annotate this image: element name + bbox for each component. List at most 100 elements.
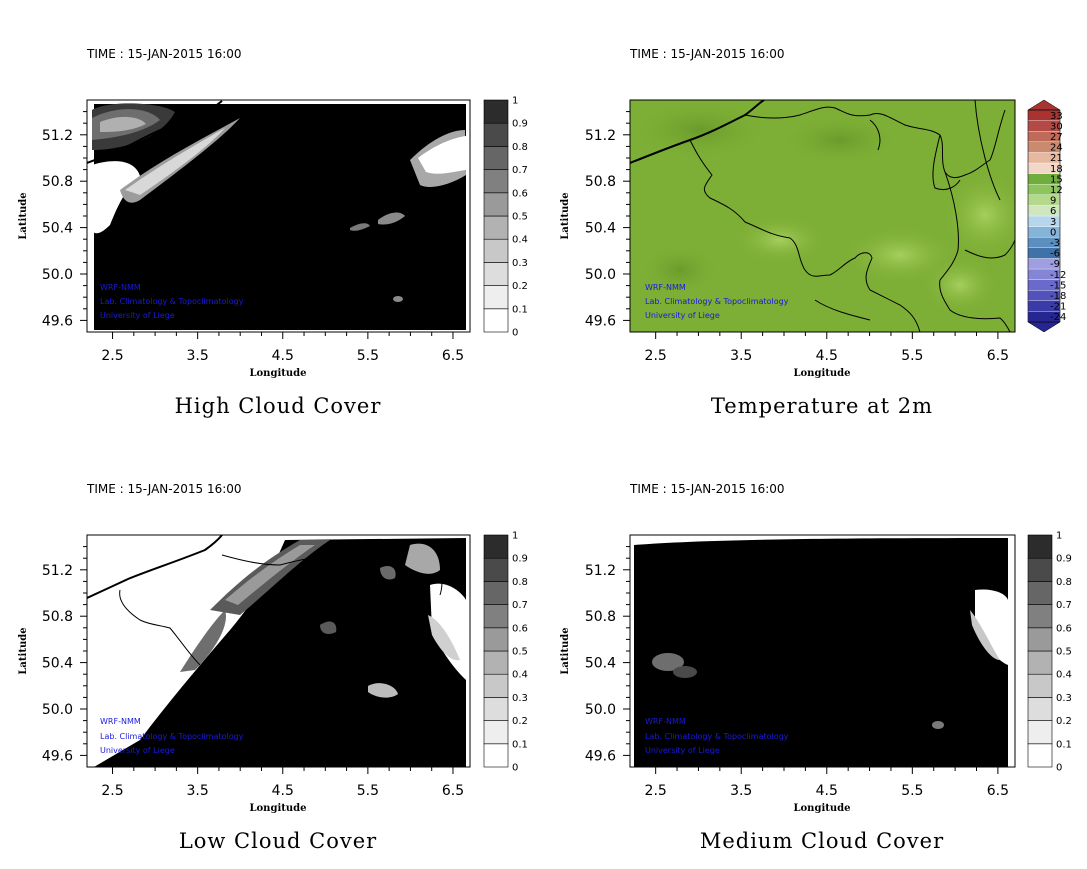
x-tick-label: 5.5	[357, 783, 379, 799]
y-tick-label: 50.4	[42, 221, 73, 237]
y-ticks: 51.2 50.8 50.4 50.0 49.6	[42, 546, 87, 764]
y-tick-label: 49.6	[42, 748, 73, 764]
x-tick-label: 3.5	[730, 783, 752, 799]
x-ticks: 2.5 3.5 4.5 5.5 6.5	[645, 767, 1009, 799]
colorbar-tick-label: 0.4	[1056, 670, 1072, 681]
colorbar-tick-label: 0.3	[512, 258, 528, 269]
colorbar-swatch	[1027, 720, 1053, 745]
colorbar-swatch	[483, 99, 509, 124]
x-ticks: 2.5 3.5 4.5 5.5 6.5	[101, 332, 464, 364]
colorbar-tick-label: 0.3	[1056, 693, 1072, 704]
colorbar-swatch	[1027, 697, 1053, 721]
panel-title: Temperature at 2m	[711, 394, 933, 418]
colorbar-swatch	[1027, 673, 1053, 698]
panel-title: Low Cloud Cover	[179, 829, 377, 853]
colorbar-tick-label: 0.7	[1056, 600, 1072, 611]
y-tick-label: 49.6	[585, 748, 616, 764]
map-field-high	[87, 100, 470, 332]
colorbar-tick-label: 0.6	[1056, 623, 1072, 634]
colorbar-swatch	[483, 238, 509, 263]
y-tick-label: 51.2	[42, 128, 73, 144]
colorbar-tick-label: 0	[512, 328, 518, 339]
x-tick-label: 2.5	[101, 783, 123, 799]
colorbar-swatch	[1027, 627, 1053, 652]
colorbar-swatch	[1027, 581, 1053, 605]
x-axis-title: Longitude	[793, 368, 850, 379]
y-tick-label: 50.8	[585, 609, 616, 625]
credit-lab: Lab. Climatology & Topoclimatology	[100, 732, 244, 741]
colorbar-tick-label: 0	[1056, 763, 1062, 774]
panel-title: High Cloud Cover	[175, 394, 382, 418]
x-tick-label: 2.5	[101, 348, 123, 364]
panel-temperature-2m: TIME : 15-JAN-2015 16:00 2.5 3.5 4.5 5.5 6.5…	[560, 47, 1066, 418]
y-tick-label: 50.8	[42, 174, 73, 190]
colorbar-tick-label: 0.4	[512, 235, 528, 246]
x-tick-label: 5.5	[901, 348, 923, 364]
map-field-low	[87, 535, 470, 767]
colorbar-tick-label: 6	[1050, 206, 1056, 217]
colorbar-tick-label: 0.8	[512, 577, 528, 588]
time-label: TIME : 15-JAN-2015 16:00	[629, 47, 785, 61]
colorbar-tick-label: -24	[1050, 312, 1066, 323]
credit-university: University of Liege	[645, 746, 720, 755]
time-label: TIME : 15-JAN-2015 16:00	[86, 47, 242, 61]
credit-university: University of Liege	[645, 311, 720, 320]
map-field-medium	[630, 535, 1015, 767]
colorbar-swatch	[483, 627, 509, 652]
colorbar-tick-label: 0	[512, 763, 518, 774]
colorbar-swatch	[483, 122, 509, 147]
y-tick-label: 50.4	[42, 656, 73, 672]
colorbar-tick-label: -12	[1050, 270, 1066, 281]
colorbar-tick-label: 18	[1050, 164, 1063, 175]
credit-model: WRF-NMM	[645, 717, 686, 726]
credit-university: University of Liege	[100, 746, 175, 755]
y-ticks: 51.2 50.8 50.4 50.0 49.6	[585, 546, 630, 764]
credit-lab: Lab. Climatology & Topoclimatology	[645, 297, 789, 306]
x-axis-title: Longitude	[249, 368, 306, 379]
colorbar-swatch	[483, 169, 509, 194]
colorbar-tick-label: -18	[1050, 291, 1066, 302]
x-ticks: 2.5 3.5 4.5 5.5 6.5	[101, 767, 464, 799]
colorbar-temperature: 33302724211815129630-3-6-9-12-15-18-21-2…	[1027, 99, 1066, 333]
y-tick-label: 50.4	[585, 221, 616, 237]
time-label: TIME : 15-JAN-2015 16:00	[86, 482, 242, 496]
colorbar-tick-label: 0.6	[512, 623, 528, 634]
colorbar-swatch	[483, 262, 509, 286]
colorbar-tick-label: 0.1	[512, 739, 528, 750]
x-tick-label: 6.5	[442, 348, 464, 364]
colorbar-max-arrow	[1027, 99, 1061, 111]
y-tick-label: 49.6	[42, 313, 73, 329]
colorbar-outline	[1027, 109, 1061, 323]
y-tick-label: 51.2	[585, 563, 616, 579]
colorbar-tick-label: 0.5	[1056, 647, 1072, 658]
colorbar-medium: 1 0.9 0.8 0.7 0.6 0.5 0.4 0.3 0.2 0.1 0	[1027, 531, 1072, 774]
colorbar-tick-label: -15	[1050, 280, 1066, 291]
colorbar-swatch	[1027, 743, 1053, 768]
panel-low-cloud-cover: TIME : 15-JAN-2015 16:00 2.5 3.5 4.5 5.5 6.5…	[18, 482, 528, 853]
colorbar-tick-label: 0.5	[512, 212, 528, 223]
colorbar-tick-label: 1	[512, 531, 518, 542]
colorbar-tick-label: 30	[1050, 121, 1063, 132]
colorbar-tick-label: 0.4	[512, 670, 528, 681]
x-tick-label: 4.5	[272, 783, 294, 799]
colorbar-swatch	[483, 581, 509, 605]
colorbar-swatch	[1027, 557, 1053, 582]
colorbar-tick-label: -21	[1050, 302, 1066, 313]
colorbar-tick-label: 0.1	[1056, 739, 1072, 750]
credit-model: WRF-NMM	[100, 717, 141, 726]
y-tick-label: 51.2	[42, 563, 73, 579]
y-tick-label: 50.0	[585, 267, 616, 283]
colorbar-tick-label: 15	[1050, 174, 1063, 185]
y-tick-label: 50.4	[585, 656, 616, 672]
y-tick-label: 49.6	[585, 313, 616, 329]
colorbar-tick-label: 21	[1050, 153, 1063, 164]
colorbar-tick-label: 0.2	[512, 281, 528, 292]
x-tick-label: 2.5	[645, 783, 667, 799]
y-tick-label: 50.0	[42, 702, 73, 718]
credit-lab: Lab. Climatology & Topoclimatology	[645, 732, 789, 741]
colorbar-tick-label: 0.3	[512, 693, 528, 704]
panel-title: Medium Cloud Cover	[700, 829, 944, 853]
x-axis-title: Longitude	[793, 803, 850, 814]
y-ticks: 51.2 50.8 50.4 50.0 49.6	[585, 111, 630, 329]
